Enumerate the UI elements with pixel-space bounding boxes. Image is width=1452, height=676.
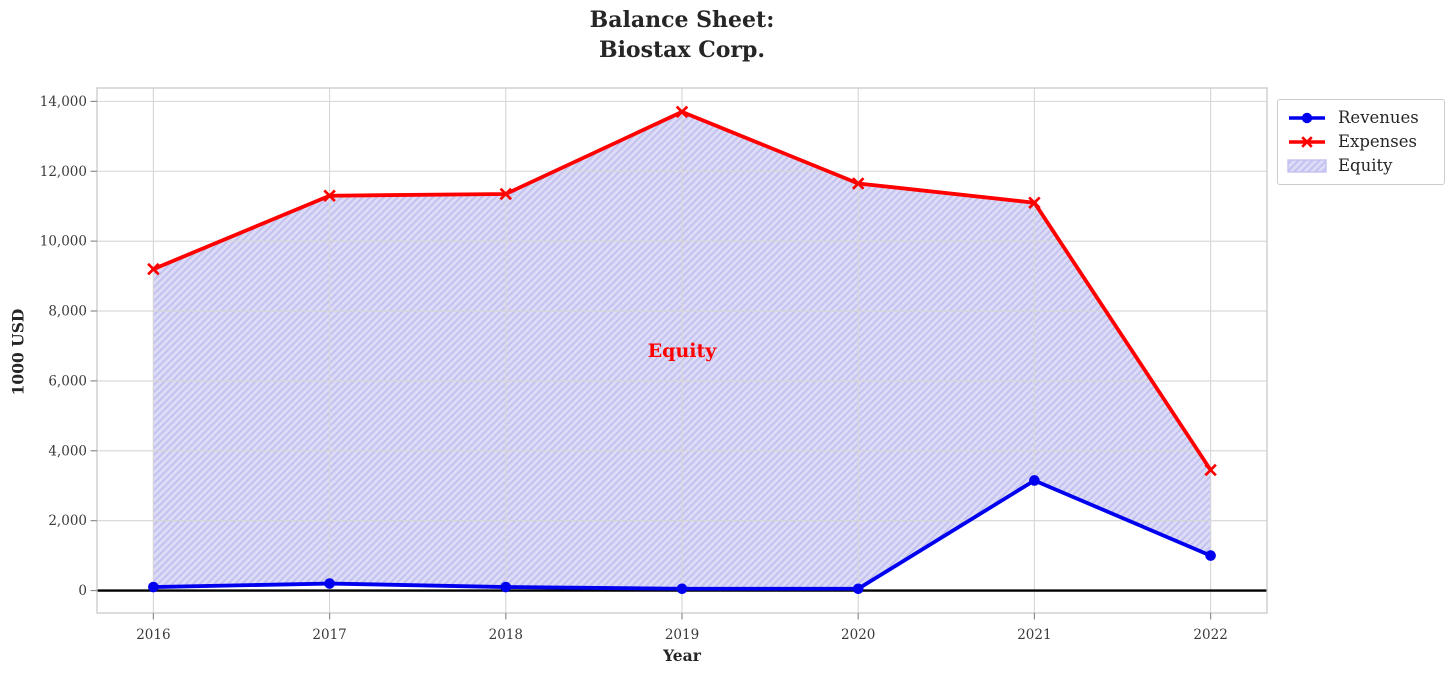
y-tick-label: 4,000 [48,443,87,459]
y-tick-label: 6,000 [48,373,87,389]
x-tick-label: 2018 [489,627,523,643]
equity-annotation: Equity [647,340,717,363]
x-tick-label: 2016 [136,627,170,643]
y-tick-label: 2,000 [48,513,87,529]
revenues-marker [500,581,512,593]
legend: Revenues Expenses Equity [1277,99,1445,185]
y-tick-label: 8,000 [48,304,87,320]
revenues-marker [1205,550,1216,561]
revenues-marker [852,583,864,595]
revenues-marker [324,578,335,589]
expenses-marker [147,262,160,276]
legend-item-expenses: Expenses [1287,131,1435,151]
revenues-marker [1029,475,1040,486]
equity-hatch-icon [1287,159,1327,173]
chart-title: Balance Sheet: Biostax Corp. [97,5,1267,65]
expenses-marker [499,187,513,201]
chart-title-line2: Biostax Corp. [598,37,766,63]
x-tick-label: 2019 [665,627,699,643]
x-tick-label: 2021 [1017,627,1051,643]
legend-item-revenues: Revenues [1287,107,1435,127]
chart-title-line1: Balance Sheet: [589,7,775,33]
revenues-marker [148,581,159,593]
legend-label-revenues: Revenues [1338,107,1419,127]
y-axis-label: 1000 USD [8,308,28,396]
x-tick-label: 2020 [841,627,875,643]
legend-label-expenses: Expenses [1338,131,1418,151]
y-tick-label: 0 [78,583,87,599]
y-tick-label: 10,000 [40,234,87,250]
revenues-marker [676,583,688,595]
y-tick-label: 14,000 [40,94,87,110]
legend-label-equity: Equity [1338,155,1393,175]
revenues-line-icon [1289,112,1325,124]
expenses-marker [1204,463,1217,477]
legend-item-equity: Equity [1287,155,1435,175]
expenses-marker [851,177,865,190]
x-axis-label: Year [663,646,701,665]
expenses-marker [675,105,689,119]
expenses-line-icon [1289,136,1325,148]
x-tick-label: 2022 [1193,627,1227,643]
x-tick-label: 2017 [312,627,346,643]
expenses-marker [323,189,336,202]
expenses-marker [1028,196,1041,209]
y-tick-label: 12,000 [40,164,87,180]
